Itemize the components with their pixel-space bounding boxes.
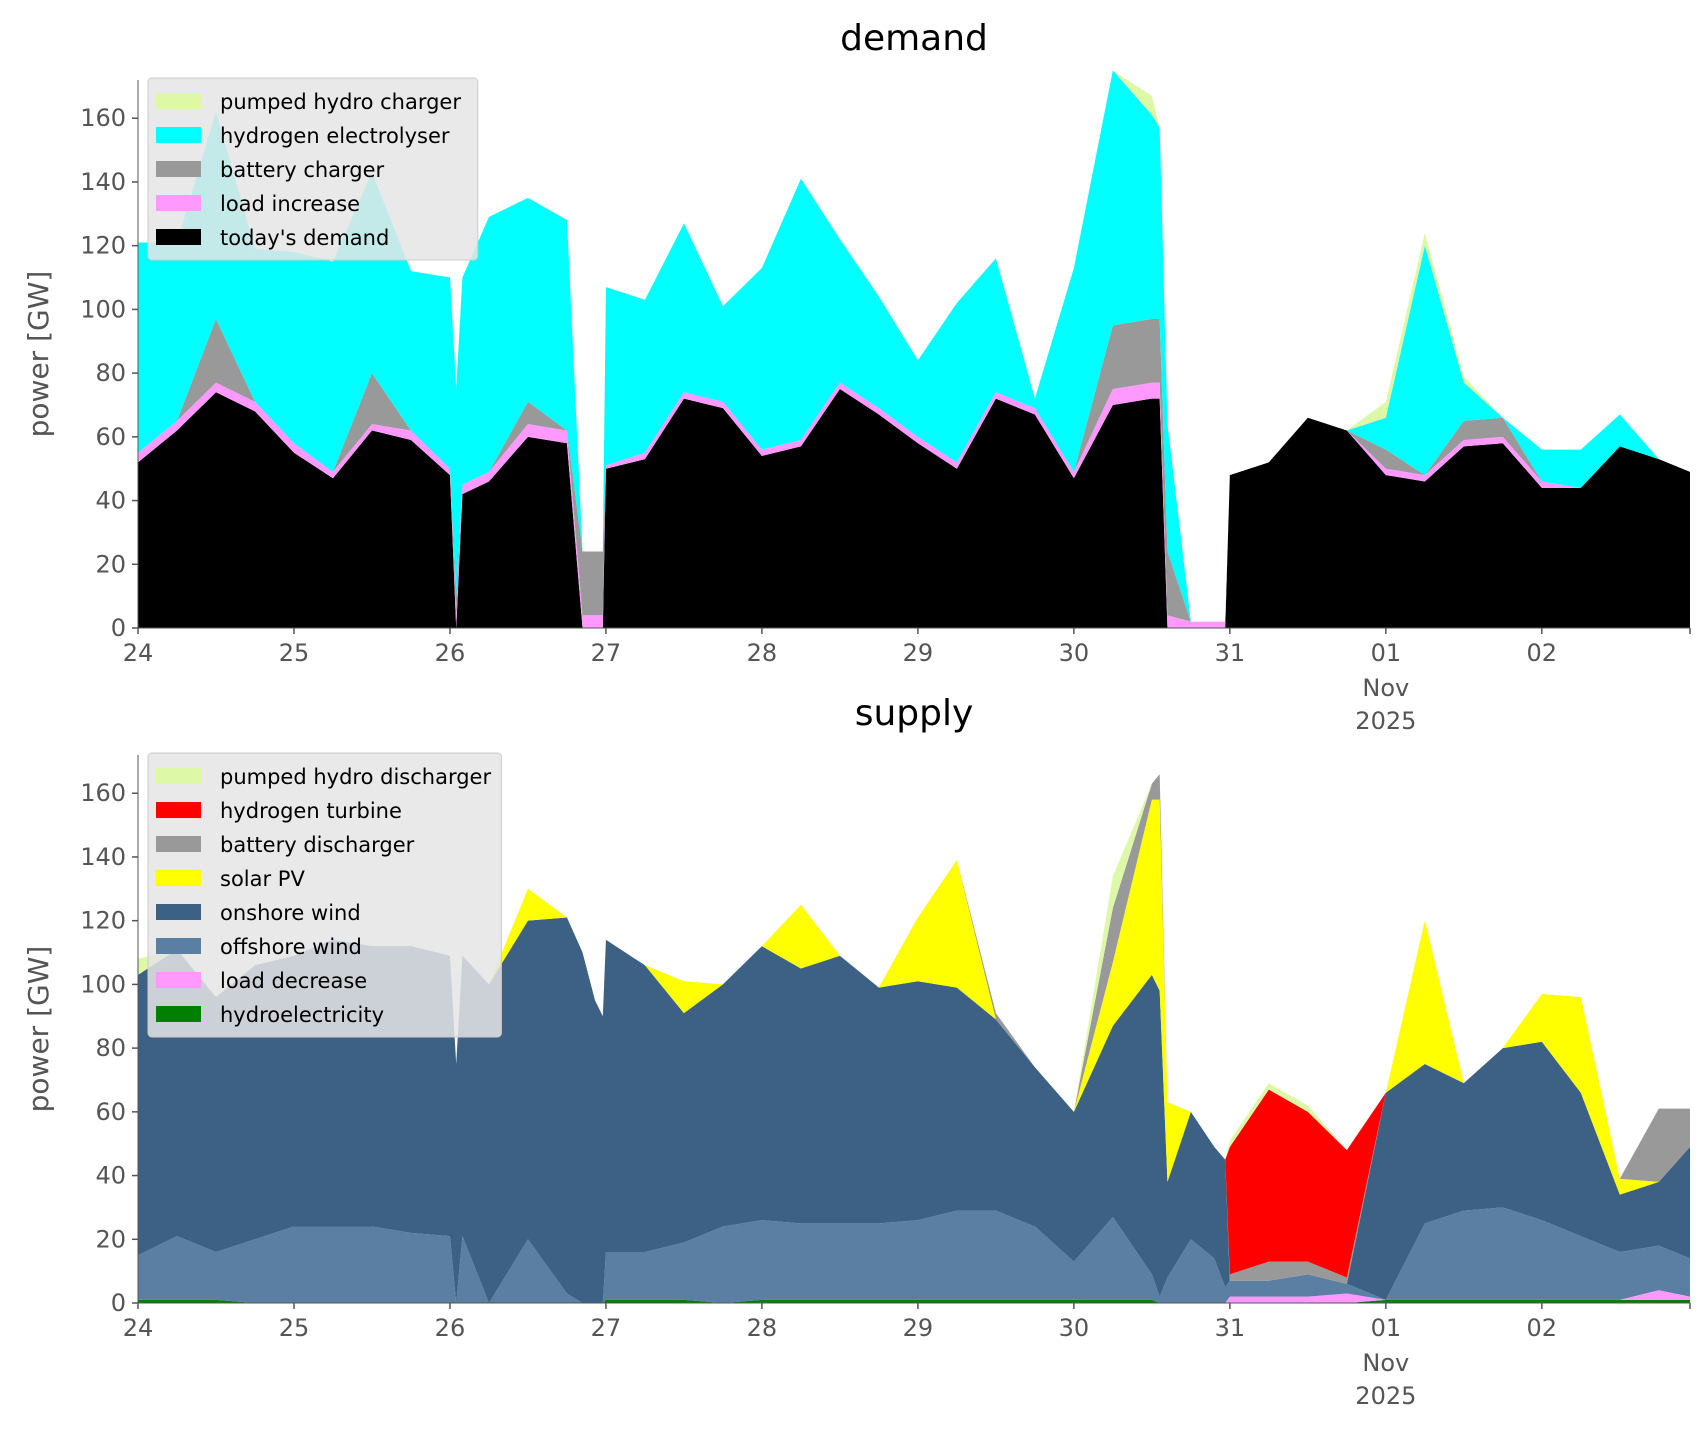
y-tick-label: 20 [95, 1225, 126, 1253]
area-offshore-wind [138, 1207, 1690, 1303]
area-onshore-wind [138, 917, 1690, 1303]
legend-swatch [156, 904, 201, 920]
legend-swatch [156, 972, 201, 988]
x-tick-label: 27 [591, 1314, 622, 1342]
area-solar-pv [138, 799, 1690, 1284]
y-tick-label: 60 [95, 423, 126, 451]
y-tick-label: 80 [95, 1034, 126, 1062]
x-tick-label: 01 [1371, 1314, 1402, 1342]
x-tick-label: 29 [903, 639, 934, 667]
area-hydrogen-electrolyser [138, 70, 1690, 622]
area-load-decrease [138, 1290, 1690, 1303]
y-tick-label: 40 [95, 487, 126, 515]
x-tick-label: 01 [1371, 639, 1402, 667]
legend-swatch [156, 195, 201, 211]
y-tick-label: 20 [95, 550, 126, 578]
y-tick-label: 120 [80, 907, 126, 935]
x-tick-label: 26 [435, 639, 466, 667]
legend-swatch [156, 229, 201, 245]
legend-label: hydrogen electrolyser [220, 124, 450, 148]
y-tick-label: 60 [95, 1098, 126, 1126]
legend-swatch [156, 870, 201, 886]
legend-swatch [156, 836, 201, 852]
x-tick-sublabel: Nov [1362, 674, 1409, 702]
legend-label: battery discharger [220, 833, 415, 857]
x-tick-label: 24 [123, 639, 154, 667]
x-tick-sublabel: 2025 [1355, 1382, 1416, 1410]
legend-label: offshore wind [220, 935, 362, 959]
legend-label: hydrogen turbine [220, 799, 402, 823]
y-tick-label: 160 [80, 104, 126, 132]
legend: pumped hydro charger hydrogen electrolyse… [147, 77, 479, 261]
legend-frame [147, 752, 502, 1038]
x-tick-label: 30 [1059, 639, 1090, 667]
x-tick-sublabel: Nov [1362, 1349, 1409, 1377]
legend-label: battery charger [220, 158, 385, 182]
y-tick-label: 40 [95, 1162, 126, 1190]
legend-swatch [156, 127, 201, 143]
x-tick-label: 30 [1059, 1314, 1090, 1342]
legend-swatch [156, 1006, 201, 1022]
legend-frame [147, 77, 479, 261]
x-tick-label: 31 [1215, 1314, 1246, 1342]
legend-label: onshore wind [220, 901, 361, 925]
y-tick-label: 120 [80, 232, 126, 260]
legend: pumped hydro discharger hydrogen turbine b… [147, 752, 502, 1038]
legend-swatch [156, 768, 201, 784]
legend-label: solar PV [220, 867, 305, 891]
y-tick-label: 0 [111, 1289, 126, 1317]
area-hydrogen-turbine [138, 774, 1690, 1278]
area-hydroelectricity [138, 1299, 1690, 1303]
x-tick-label: 24 [123, 1314, 154, 1342]
x-tick-label: 02 [1527, 639, 1558, 667]
x-tick-label: 28 [747, 639, 778, 667]
x-tick-label: 26 [435, 1314, 466, 1342]
legend-swatch [156, 93, 201, 109]
x-tick-label: 25 [279, 1314, 310, 1342]
area-today-s-demand [138, 389, 1690, 628]
x-tick-label: 31 [1215, 639, 1246, 667]
x-tick-label: 27 [591, 639, 622, 667]
y-tick-label: 140 [80, 843, 126, 871]
y-tick-label: 80 [95, 359, 126, 387]
x-tick-label: 29 [903, 1314, 934, 1342]
chart-title: supply [855, 693, 974, 734]
y-tick-label: 0 [111, 614, 126, 642]
chart-title: demand [840, 18, 988, 59]
y-tick-label: 140 [80, 168, 126, 196]
legend-label: load decrease [220, 969, 367, 993]
legend-swatch [156, 802, 201, 818]
legend-label: hydroelectricity [220, 1003, 384, 1027]
legend-label: load increase [220, 192, 360, 216]
x-tick-label: 28 [747, 1314, 778, 1342]
legend-swatch [156, 161, 201, 177]
y-axis-label: power [GW] [22, 946, 55, 1113]
x-tick-sublabel: 2025 [1355, 707, 1416, 735]
legend-label: pumped hydro discharger [220, 765, 491, 789]
x-tick-label: 02 [1527, 1314, 1558, 1342]
legend-label: pumped hydro charger [220, 90, 461, 114]
y-axis-label: power [GW] [22, 271, 55, 438]
y-tick-label: 160 [80, 779, 126, 807]
x-tick-label: 25 [279, 639, 310, 667]
y-tick-label: 100 [80, 970, 126, 998]
y-tick-label: 100 [80, 295, 126, 323]
legend-swatch [156, 938, 201, 954]
legend-label: today's demand [220, 226, 389, 250]
